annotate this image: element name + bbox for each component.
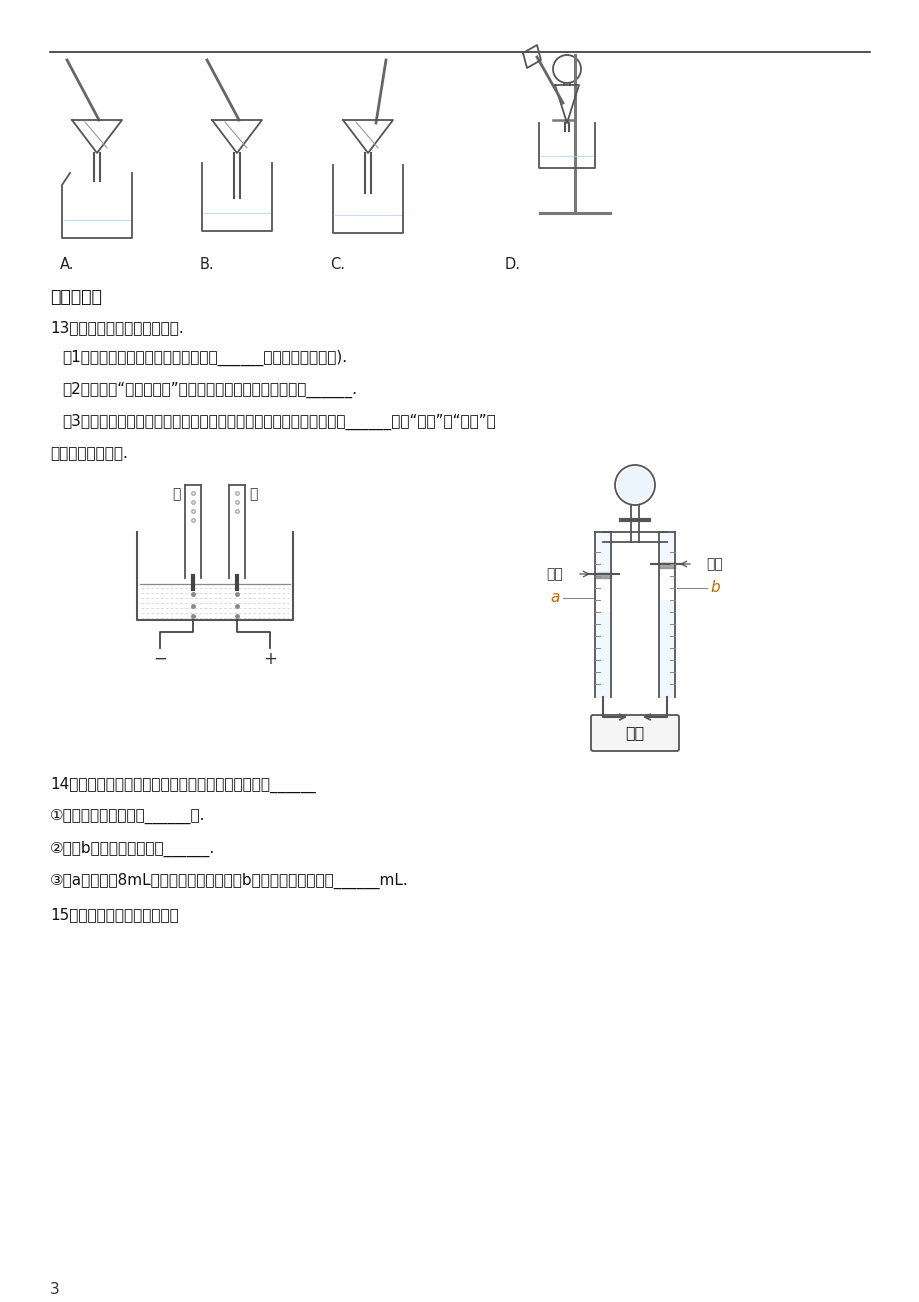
Text: ②检验b管内气体的方法是______.: ②检验b管内气体的方法是______.: [50, 841, 215, 857]
Text: ③若a管收集到8mL气体，则在相同条件下b管应收集到的气体是______mL.: ③若a管收集到8mL气体，则在相同条件下b管应收集到的气体是______mL.: [50, 874, 408, 889]
Text: a: a: [550, 591, 559, 605]
Bar: [659, 600, 674, 697]
Text: A.: A.: [60, 256, 74, 272]
Text: −: −: [153, 650, 166, 668]
Text: （2）如图是“电解水实验”示意图，图中试管乙中的气体是______.: （2）如图是“电解水实验”示意图，图中试管乙中的气体是______.: [62, 381, 357, 398]
Text: D.: D.: [505, 256, 520, 272]
Text: B.: B.: [199, 256, 214, 272]
Text: +: +: [263, 650, 277, 668]
Text: 3: 3: [50, 1282, 60, 1297]
Bar: [596, 612, 609, 697]
Text: b: b: [709, 581, 719, 595]
Bar: [658, 562, 675, 568]
Bar: [595, 572, 610, 578]
FancyBboxPatch shape: [590, 715, 678, 751]
Text: （3）生活中，人们常用肌皂水检验水样品是硬水还是软水．肌皂水遇______（填“硬水”或“软水”）: （3）生活中，人们常用肌皂水检验水样品是硬水还是软水．肌皂水遇______（填“…: [62, 414, 495, 430]
Text: 活塞: 活塞: [706, 557, 722, 572]
Text: 泡沫少、易起浮渣.: 泡沫少、易起浮渣.: [50, 447, 128, 461]
Text: ①该反应是将电能转化______能.: ①该反应是将电能转化______能.: [50, 809, 205, 824]
Text: C.: C.: [330, 256, 345, 272]
Bar: [659, 533, 674, 564]
Text: 电源: 电源: [625, 725, 644, 741]
Text: 甲: 甲: [173, 487, 181, 501]
Text: 15．分析图中内容回答问题，: 15．分析图中内容回答问题，: [50, 907, 178, 922]
Bar: [596, 533, 609, 574]
Text: 乙: 乙: [249, 487, 257, 501]
Text: （1）保持水的化学性质的最小粒子是______（用化学符号表示).: （1）保持水的化学性质的最小粒子是______（用化学符号表示).: [62, 350, 346, 366]
Text: 13．水与人类的生活息息相关.: 13．水与人类的生活息息相关.: [50, 320, 184, 335]
Text: 二．填空题: 二．填空题: [50, 288, 102, 306]
Circle shape: [617, 467, 652, 503]
Text: 活塞: 活塞: [546, 566, 562, 581]
Text: 14．如图是水的电解实验装置图，请回答下列问题：______: 14．如图是水的电解实验装置图，请回答下列问题：______: [50, 777, 315, 793]
